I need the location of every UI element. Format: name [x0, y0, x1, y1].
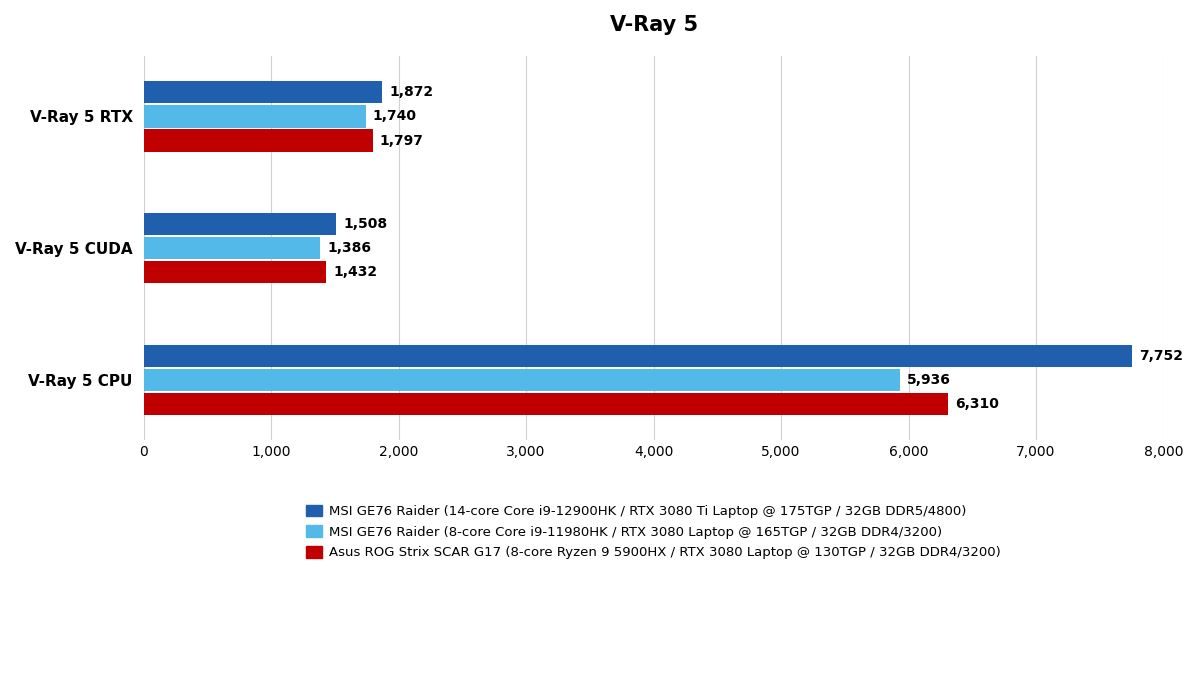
- Bar: [144, 237, 320, 260]
- Bar: [144, 393, 948, 415]
- Bar: [144, 213, 336, 235]
- Text: 5,936: 5,936: [907, 373, 952, 387]
- Text: 1,386: 1,386: [328, 241, 372, 255]
- Title: V-Ray 5: V-Ray 5: [610, 15, 697, 35]
- Text: 1,872: 1,872: [389, 85, 433, 99]
- Text: 1,432: 1,432: [334, 265, 377, 279]
- Text: 6,310: 6,310: [955, 397, 998, 411]
- Text: 1,797: 1,797: [379, 133, 424, 148]
- Text: 7,752: 7,752: [1139, 349, 1183, 363]
- Bar: [144, 345, 1132, 367]
- Text: 1,508: 1,508: [343, 217, 388, 231]
- Bar: [144, 105, 366, 128]
- Bar: [144, 369, 900, 391]
- Text: 1,740: 1,740: [372, 110, 416, 124]
- Bar: [144, 130, 373, 152]
- Legend: MSI GE76 Raider (14-core Core i9-12900HK / RTX 3080 Ti Laptop @ 175TGP / 32GB DD: MSI GE76 Raider (14-core Core i9-12900HK…: [306, 505, 1001, 559]
- Bar: [144, 81, 383, 103]
- Bar: [144, 261, 326, 283]
